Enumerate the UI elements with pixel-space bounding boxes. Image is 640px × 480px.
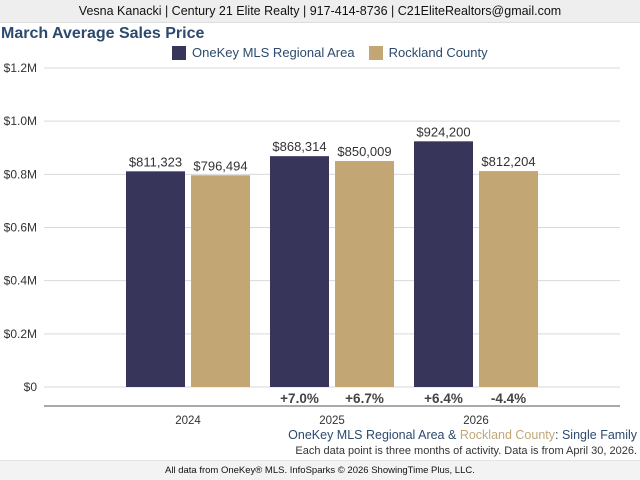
- bar-rockland-2024[interactable]: [191, 175, 250, 387]
- footer-series-b: Rockland County: [459, 428, 556, 442]
- legend-swatch-series-2: [368, 45, 383, 60]
- footer-ampersand: &: [444, 428, 460, 442]
- change-label: +7.0%: [280, 391, 319, 406]
- contact-header: Vesna Kanacki | Century 21 Elite Realty …: [0, 0, 640, 23]
- bar-value-label: $812,204: [481, 154, 535, 169]
- bar-rockland-2025[interactable]: [335, 161, 394, 387]
- bar-chart: $811,323 $796,494 $868,314 +7.0% $850,009 +6.…: [4, 61, 620, 427]
- bar-value-label: $924,200: [416, 124, 470, 139]
- series-footer: OneKey MLS Regional Area & Rockland Coun…: [288, 428, 637, 442]
- y-tick-label: $0.8M: [4, 167, 37, 181]
- chart-legend: OneKey MLS Regional Area Rockland County: [172, 45, 502, 60]
- footer-separator: :: [555, 428, 562, 442]
- footer-series-a: OneKey MLS Regional Area: [288, 428, 445, 442]
- bar-value-label: $811,323: [129, 154, 182, 169]
- legend-swatch-series-1: [172, 45, 186, 60]
- label-layer: $811,323 $796,494 $868,314 +7.0% $850,009 +6.…: [129, 124, 536, 406]
- x-tick-label: 2026: [463, 415, 489, 427]
- credits-bar: All data from OneKey® MLS. InfoSparks © …: [0, 460, 640, 480]
- legend-label-series-1: OneKey MLS Regional Area: [192, 45, 355, 60]
- footer-property-type: Single Family: [561, 428, 637, 442]
- y-tick-label: $0.6M: [4, 221, 37, 235]
- bar-onekey-2025[interactable]: [270, 156, 329, 387]
- change-label: +6.7%: [345, 391, 384, 406]
- y-tick-label: $1.0M: [4, 114, 37, 128]
- y-tick-label: $0: [24, 380, 38, 394]
- bar-onekey-2024[interactable]: [126, 171, 185, 387]
- y-tick-label: $0.2M: [4, 327, 37, 341]
- data-note: Each data point is three months of activ…: [295, 445, 637, 457]
- axis-layer: $0 $0.2M $0.4M $0.6M $0.8M $1.0M $1.2M 2024 2025…: [4, 61, 620, 427]
- y-tick-label: $0.4M: [4, 274, 37, 288]
- legend-item-series-1[interactable]: OneKey MLS Regional Area: [172, 45, 355, 60]
- bar-rockland-2026[interactable]: [479, 171, 538, 387]
- x-tick-label: 2025: [319, 415, 345, 427]
- chart-title: March Average Sales Price: [1, 25, 205, 42]
- bar-value-label: $850,009: [337, 144, 391, 159]
- legend-label-series-2: Rockland County: [388, 45, 488, 60]
- y-tick-label: $1.2M: [4, 61, 37, 75]
- change-label: +6.4%: [424, 391, 463, 406]
- bar-value-label: $796,494: [193, 158, 247, 173]
- credits-text: All data from OneKey® MLS. InfoSparks © …: [165, 465, 475, 476]
- change-label: -4.4%: [491, 391, 526, 406]
- bar-onekey-2026[interactable]: [414, 141, 473, 387]
- x-tick-label: 2024: [175, 415, 201, 427]
- bar-value-label: $868,314: [272, 139, 326, 154]
- bar-layer: [126, 141, 538, 387]
- legend-item-series-2[interactable]: Rockland County: [368, 45, 488, 60]
